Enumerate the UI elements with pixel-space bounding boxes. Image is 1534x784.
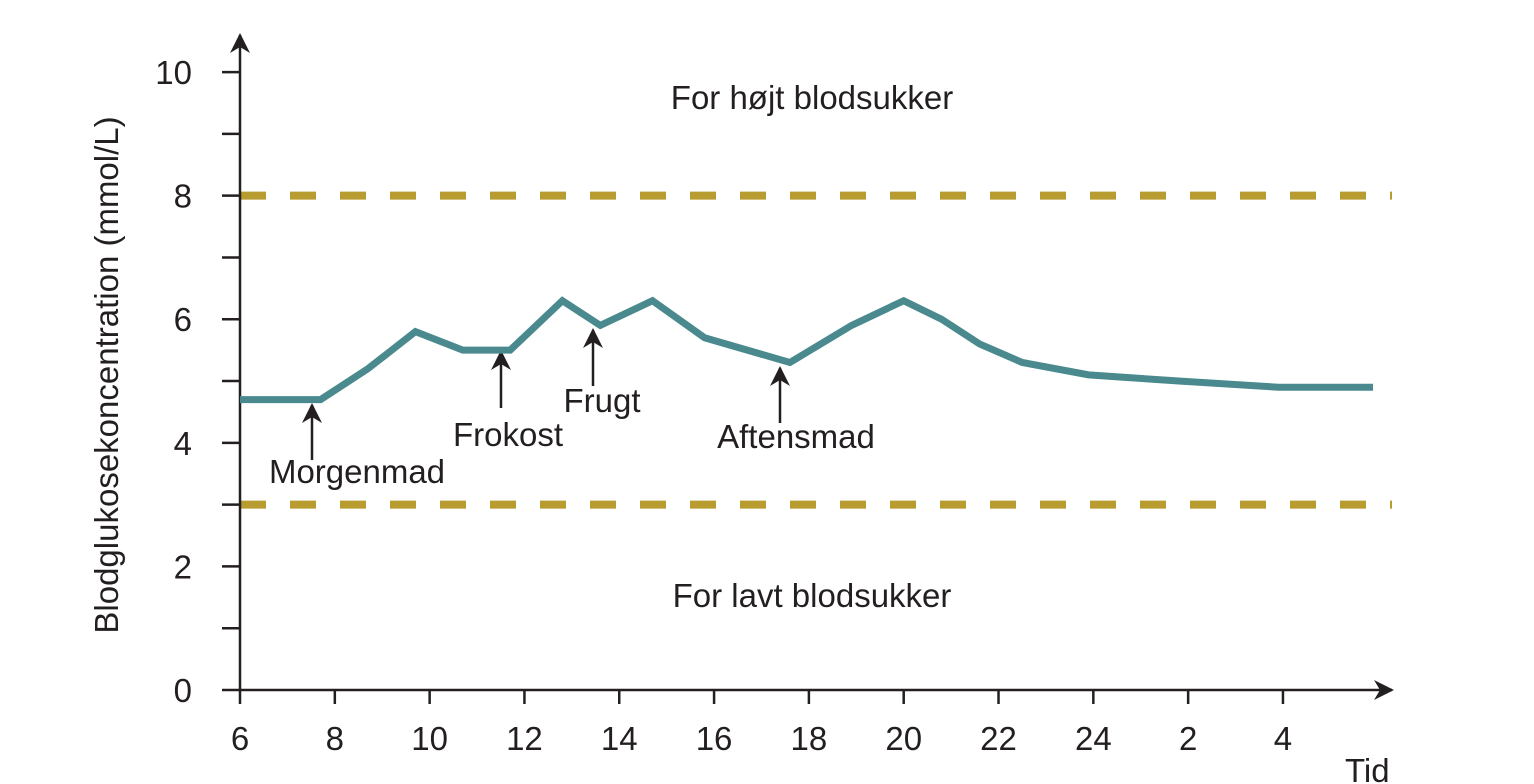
data-line bbox=[240, 296, 1374, 404]
x-tick-label: 14 bbox=[601, 720, 638, 757]
x-tick-label: 18 bbox=[791, 720, 828, 757]
region-label: For lavt blodsukker bbox=[673, 577, 952, 614]
x-tick-label: 4 bbox=[1274, 720, 1292, 757]
x-tick-label: 8 bbox=[326, 720, 344, 757]
annotation: Frugt bbox=[563, 382, 640, 419]
y-axis-label: Blodglukosekoncentration (mmol/L) bbox=[88, 116, 125, 633]
region-label: For højt blodsukker bbox=[671, 79, 953, 116]
y-tick-label: 10 bbox=[155, 54, 192, 91]
x-tick-label: 10 bbox=[411, 720, 448, 757]
y-tick-label: 8 bbox=[174, 178, 192, 215]
x-tick-label: 2 bbox=[1179, 720, 1197, 757]
x-tick-label: 16 bbox=[696, 720, 733, 757]
x-tick-label: 22 bbox=[980, 720, 1017, 757]
x-tick-label: 12 bbox=[506, 720, 543, 757]
y-tick-label: 6 bbox=[174, 301, 192, 338]
annotation: Aftensmad bbox=[717, 418, 875, 455]
y-tick-label: 4 bbox=[174, 425, 192, 462]
y-tick-label: 2 bbox=[174, 548, 192, 585]
x-tick-label: 24 bbox=[1075, 720, 1112, 757]
annotation: Morgenmad bbox=[269, 453, 445, 490]
y-tick-label: 0 bbox=[174, 672, 192, 709]
x-tick-label: 6 bbox=[231, 720, 249, 757]
x-axis-label: Tid bbox=[1345, 752, 1390, 784]
annotation: Frokost bbox=[453, 416, 563, 453]
x-tick-label: 20 bbox=[885, 720, 922, 757]
